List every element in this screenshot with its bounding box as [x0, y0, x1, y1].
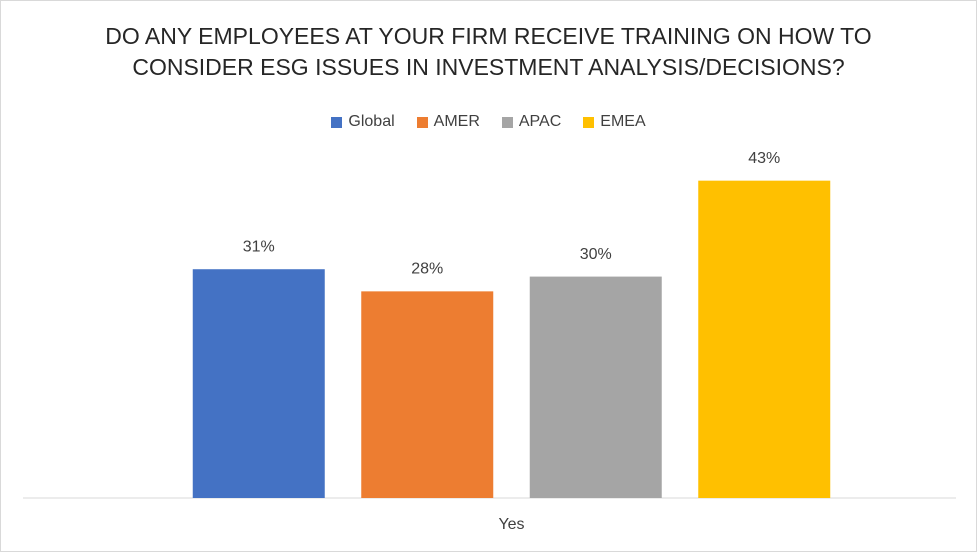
legend-swatch [501, 116, 513, 128]
data-label: 30% [580, 246, 612, 263]
chart-title: DO ANY EMPLOYEES AT YOUR FIRM RECEIVE TR… [105, 23, 872, 80]
legend: Global AMER APAC EMEA [1, 113, 976, 131]
bar [698, 180, 831, 498]
legend-item: AMER [416, 113, 480, 131]
legend-item: APAC [501, 113, 562, 131]
data-label: 31% [243, 238, 275, 255]
legend-label: APAC [518, 113, 562, 130]
x-tick-label: Yes [498, 516, 524, 533]
data-label: 43% [748, 150, 780, 167]
legend-swatch [583, 116, 595, 128]
legend-item: Global [331, 113, 395, 131]
legend-swatch [416, 116, 428, 128]
legend-item: EMEA [583, 113, 646, 131]
bar [529, 276, 662, 498]
bar [192, 269, 325, 498]
legend-label: AMER [433, 113, 480, 130]
legend-label: EMEA [600, 113, 646, 130]
data-label: 28% [411, 261, 443, 278]
legend-label: Global [348, 113, 395, 130]
bar [361, 291, 494, 498]
legend-swatch [331, 116, 343, 128]
